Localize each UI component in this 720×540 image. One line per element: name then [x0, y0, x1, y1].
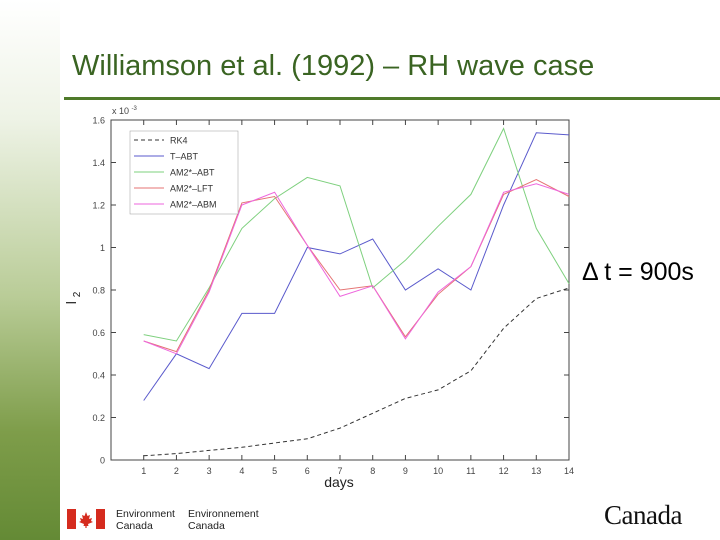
legend-label: AM2*–ABT	[170, 168, 215, 178]
footer-env-en-line2: Canada	[116, 520, 153, 532]
y-tick-label: 0.8	[92, 286, 105, 296]
y-tick-label: 0.6	[92, 328, 105, 338]
legend-label: RK4	[170, 136, 188, 146]
series-line-t-abt	[143, 132, 570, 401]
time-step-label: Δ t = 900s	[582, 258, 694, 286]
x-tick-label: 9	[403, 466, 408, 476]
axis-ticks: 00.20.40.60.811.21.41.61 2 3 4 5 6 7 8 9 10 11 12 13…	[92, 116, 574, 477]
series-line-rk4	[143, 287, 570, 457]
x-tick-label: 11	[466, 466, 475, 476]
y-axis-label-sub: 2	[72, 291, 83, 297]
series-lines	[143, 127, 570, 457]
y-tick-label: 1.6	[92, 116, 105, 126]
y-multiplier-exp: -3	[132, 106, 138, 112]
canada-wordmark: Canadа	[604, 500, 682, 530]
x-tick-label: 10	[433, 466, 443, 476]
x-tick-label: 3	[207, 466, 212, 476]
y-tick-label: 1.2	[92, 201, 105, 211]
y-axis-label-main: l	[64, 301, 79, 304]
series-line-am2-abm	[143, 183, 570, 355]
x-tick-label: 6	[305, 466, 310, 476]
y-tick-label: 1.4	[92, 158, 105, 168]
legend: RK4 T–ABT AM2*–ABT AM2*–LFT AM2*–ABM	[129, 130, 239, 215]
title-underline	[64, 97, 720, 100]
legend-label: AM2*–ABM	[170, 200, 217, 210]
y-axis-label: l 2	[64, 291, 83, 304]
x-tick-label: 7	[337, 466, 342, 476]
l2-error-chart: x 10 -3 l 2 days 0 0.2 0.4 0.6 0.8 1 1.2 1.4 1.6…	[64, 106, 574, 490]
y-multiplier: x 10 -3	[112, 106, 138, 116]
x-tick-label: 1	[141, 466, 146, 476]
footer-env-fr-line1: Environnement	[188, 508, 259, 520]
x-tick-label: 12	[499, 466, 509, 476]
y-tick-label: 1	[100, 243, 105, 253]
x-tick-label: 14	[564, 466, 574, 476]
footer-env-fr: Environnement Canada	[188, 508, 259, 532]
x-tick-label: 13	[531, 466, 541, 476]
footer-env-en: Environment Canada	[116, 508, 175, 532]
y-tick-label: 0.2	[92, 413, 105, 423]
x-tick-label: 4	[239, 466, 244, 476]
x-axis-label: days	[324, 474, 354, 490]
x-tick-label: 2	[174, 466, 179, 476]
series-line-am2-lft	[143, 178, 570, 353]
legend-label: AM2*–LFT	[170, 184, 214, 194]
y-multiplier-base: x 10	[112, 106, 129, 116]
x-tick-label: 5	[272, 466, 277, 476]
y-tick-label: 0	[100, 456, 105, 466]
slide-title: Williamson et al. (1992) – RH wave case	[72, 50, 595, 82]
canada-flag-icon	[67, 509, 105, 529]
footer-env-fr-line2: Canada	[188, 520, 225, 532]
side-gradient-bar	[0, 0, 60, 540]
footer	[60, 500, 720, 540]
y-tick-label: 0.4	[92, 371, 105, 381]
x-tick-label: 8	[370, 466, 375, 476]
legend-label: T–ABT	[170, 152, 199, 162]
footer-env-en-line1: Environment	[116, 508, 175, 520]
